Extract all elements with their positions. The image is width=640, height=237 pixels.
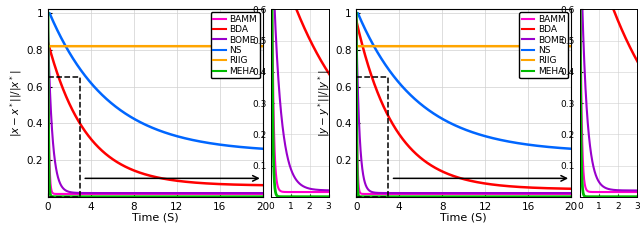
Legend: BAMM, BDA, BOME, NS, RIIG, MEHA: BAMM, BDA, BOME, NS, RIIG, MEHA bbox=[211, 12, 260, 78]
Legend: BAMM, BDA, BOME, NS, RIIG, MEHA: BAMM, BDA, BOME, NS, RIIG, MEHA bbox=[519, 12, 568, 78]
X-axis label: Time (S): Time (S) bbox=[132, 213, 179, 223]
Y-axis label: $|y - y^*|| / |y^*|$: $|y - y^*|| / |y^*|$ bbox=[316, 69, 332, 137]
X-axis label: Time (S): Time (S) bbox=[440, 213, 487, 223]
Y-axis label: $|x - x^*|| / |x^*|$: $|x - x^*|| / |x^*|$ bbox=[8, 69, 24, 137]
